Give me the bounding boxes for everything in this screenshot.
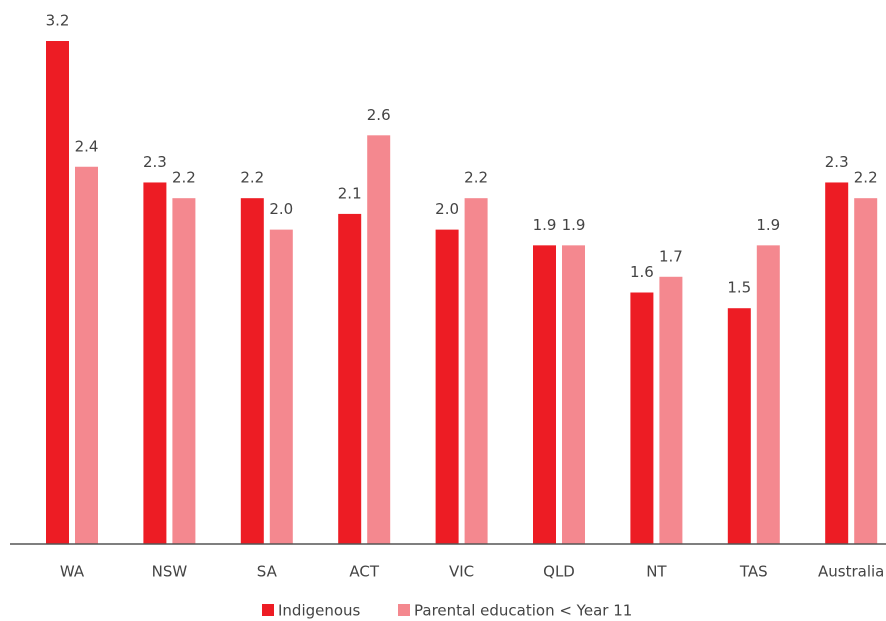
- bar: [46, 41, 69, 544]
- value-label: 1.9: [533, 216, 557, 234]
- value-label: 1.9: [756, 216, 780, 234]
- x-tick-label: NSW: [152, 563, 188, 581]
- bar: [269, 229, 293, 544]
- value-label: 1.6: [630, 263, 654, 281]
- legend-label: Indigenous: [278, 602, 361, 620]
- bar: [727, 308, 751, 544]
- bar: [240, 198, 264, 544]
- bar: [854, 198, 878, 544]
- value-label: 2.4: [75, 137, 99, 155]
- value-label: 1.7: [659, 247, 683, 265]
- value-label: 1.5: [727, 279, 751, 297]
- bar: [562, 245, 585, 544]
- value-label: 2.3: [143, 153, 167, 171]
- x-tick-label: NT: [646, 563, 667, 581]
- bar: [435, 229, 459, 544]
- value-label: 2.2: [464, 169, 488, 187]
- bar: [756, 245, 780, 544]
- x-tick-label: WA: [60, 563, 85, 581]
- bar: [533, 245, 556, 544]
- legend-label: Parental education < Year 11: [414, 602, 632, 620]
- bar: [75, 166, 98, 544]
- legend-swatch: [262, 604, 274, 616]
- x-tick-label: SA: [257, 563, 278, 581]
- x-tick-label: QLD: [543, 563, 575, 581]
- bar: [464, 198, 488, 544]
- value-label: 2.6: [367, 106, 391, 124]
- x-tick-label: TAS: [739, 563, 768, 581]
- value-label: 2.3: [825, 153, 849, 171]
- bar: [143, 182, 167, 544]
- value-label: 2.1: [338, 184, 362, 202]
- value-label: 3.2: [46, 12, 70, 30]
- value-label: 1.9: [562, 216, 586, 234]
- value-label: 2.0: [269, 200, 293, 218]
- bar: [367, 135, 391, 544]
- legend-swatch: [398, 604, 410, 616]
- value-label: 2.0: [435, 200, 459, 218]
- bar: [659, 276, 683, 544]
- bar: [630, 292, 654, 544]
- value-label: 2.2: [172, 169, 196, 187]
- bar: [338, 213, 362, 544]
- value-label: 2.2: [854, 169, 878, 187]
- value-label: 2.2: [240, 169, 264, 187]
- x-tick-label: ACT: [349, 563, 379, 581]
- x-tick-label: VIC: [449, 563, 474, 581]
- bar: [172, 198, 196, 544]
- bar: [825, 182, 849, 544]
- x-tick-label: Australia: [818, 563, 884, 581]
